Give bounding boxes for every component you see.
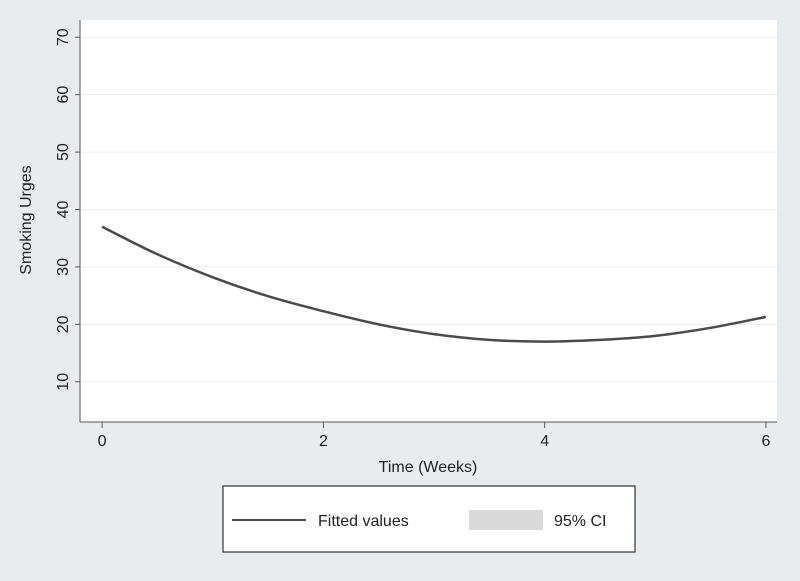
x-tick-label-6: 6 [761,433,770,450]
legend: Fitted values 95% CI [222,485,636,553]
y-tick-label-50: 50 [55,143,72,161]
y-tick-label-30: 30 [55,258,72,276]
legend-label-fitted: Fitted values [318,513,409,530]
y-tick-label-40: 40 [55,201,72,219]
grid-lines [80,36,777,383]
x-axis-title: Time (Weeks) [379,459,478,476]
series-line-fitted-values [101,225,767,343]
x-tick-label-0: 0 [98,433,107,450]
y-axis: 10 20 30 40 50 60 70 [55,28,80,391]
x-tick-label-2: 2 [319,433,328,450]
x-axis: 0 2 4 6 [98,422,770,450]
x-tick-label-4: 4 [540,433,549,450]
y-tick-label-60: 60 [55,86,72,104]
legend-label-ci: 95% CI [554,513,606,530]
y-tick-label-10: 10 [55,373,72,391]
series-group [101,225,767,343]
legend-ci-swatch [469,510,543,530]
plot-area [80,20,777,422]
y-axis-title: Smoking Urges [18,165,35,274]
y-tick-label-70: 70 [55,28,72,46]
y-tick-label-20: 20 [55,315,72,333]
